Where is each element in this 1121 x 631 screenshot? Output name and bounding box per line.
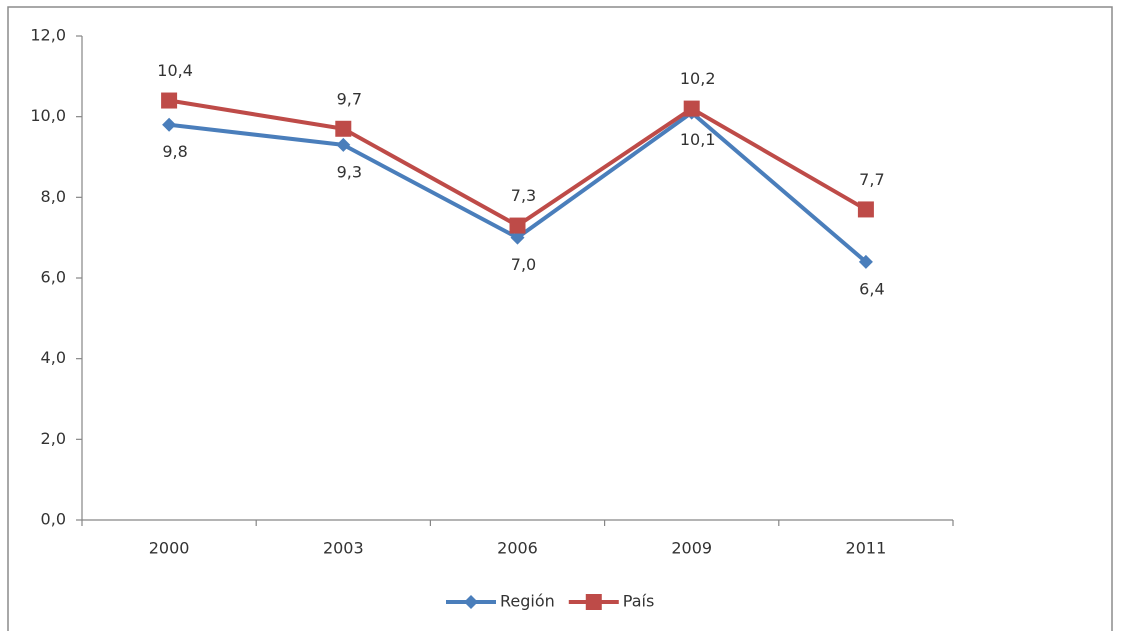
data-point — [335, 120, 352, 137]
y-tick-label: 0,0 — [41, 510, 66, 529]
data-label: 10,1 — [680, 130, 716, 149]
data-point — [858, 254, 873, 269]
data-label: 6,4 — [859, 279, 884, 298]
data-label: 7,0 — [511, 255, 536, 274]
data-point — [509, 217, 526, 234]
data-point — [857, 201, 874, 218]
legend-label: Región — [500, 592, 555, 611]
legend-label: País — [623, 592, 655, 611]
y-tick-label: 10,0 — [30, 106, 66, 125]
data-point — [162, 117, 177, 132]
data-label: 7,7 — [859, 170, 884, 189]
x-tick-label: 2006 — [497, 539, 538, 558]
data-label: 9,3 — [337, 162, 362, 181]
data-label: 10,4 — [157, 61, 193, 80]
y-tick-label: 12,0 — [30, 26, 66, 45]
data-point — [510, 230, 525, 245]
y-tick-label: 8,0 — [41, 187, 66, 206]
data-label: 9,8 — [162, 142, 187, 161]
data-label: 7,3 — [511, 186, 536, 205]
legend-marker — [585, 594, 602, 610]
legend-marker — [464, 595, 478, 609]
y-tick-label: 6,0 — [41, 268, 66, 287]
data-label: 10,2 — [680, 69, 716, 88]
x-tick-label: 2011 — [846, 539, 887, 558]
data-point — [161, 92, 178, 109]
data-point — [683, 100, 700, 117]
data-point — [336, 137, 351, 152]
x-tick-label: 2003 — [323, 539, 364, 558]
y-tick-label: 4,0 — [41, 348, 66, 367]
y-tick-label: 2,0 — [41, 429, 66, 448]
x-tick-label: 2000 — [149, 539, 190, 558]
x-tick-label: 2009 — [671, 539, 712, 558]
chart-frame — [7, 6, 1113, 631]
data-label: 9,7 — [337, 89, 362, 108]
